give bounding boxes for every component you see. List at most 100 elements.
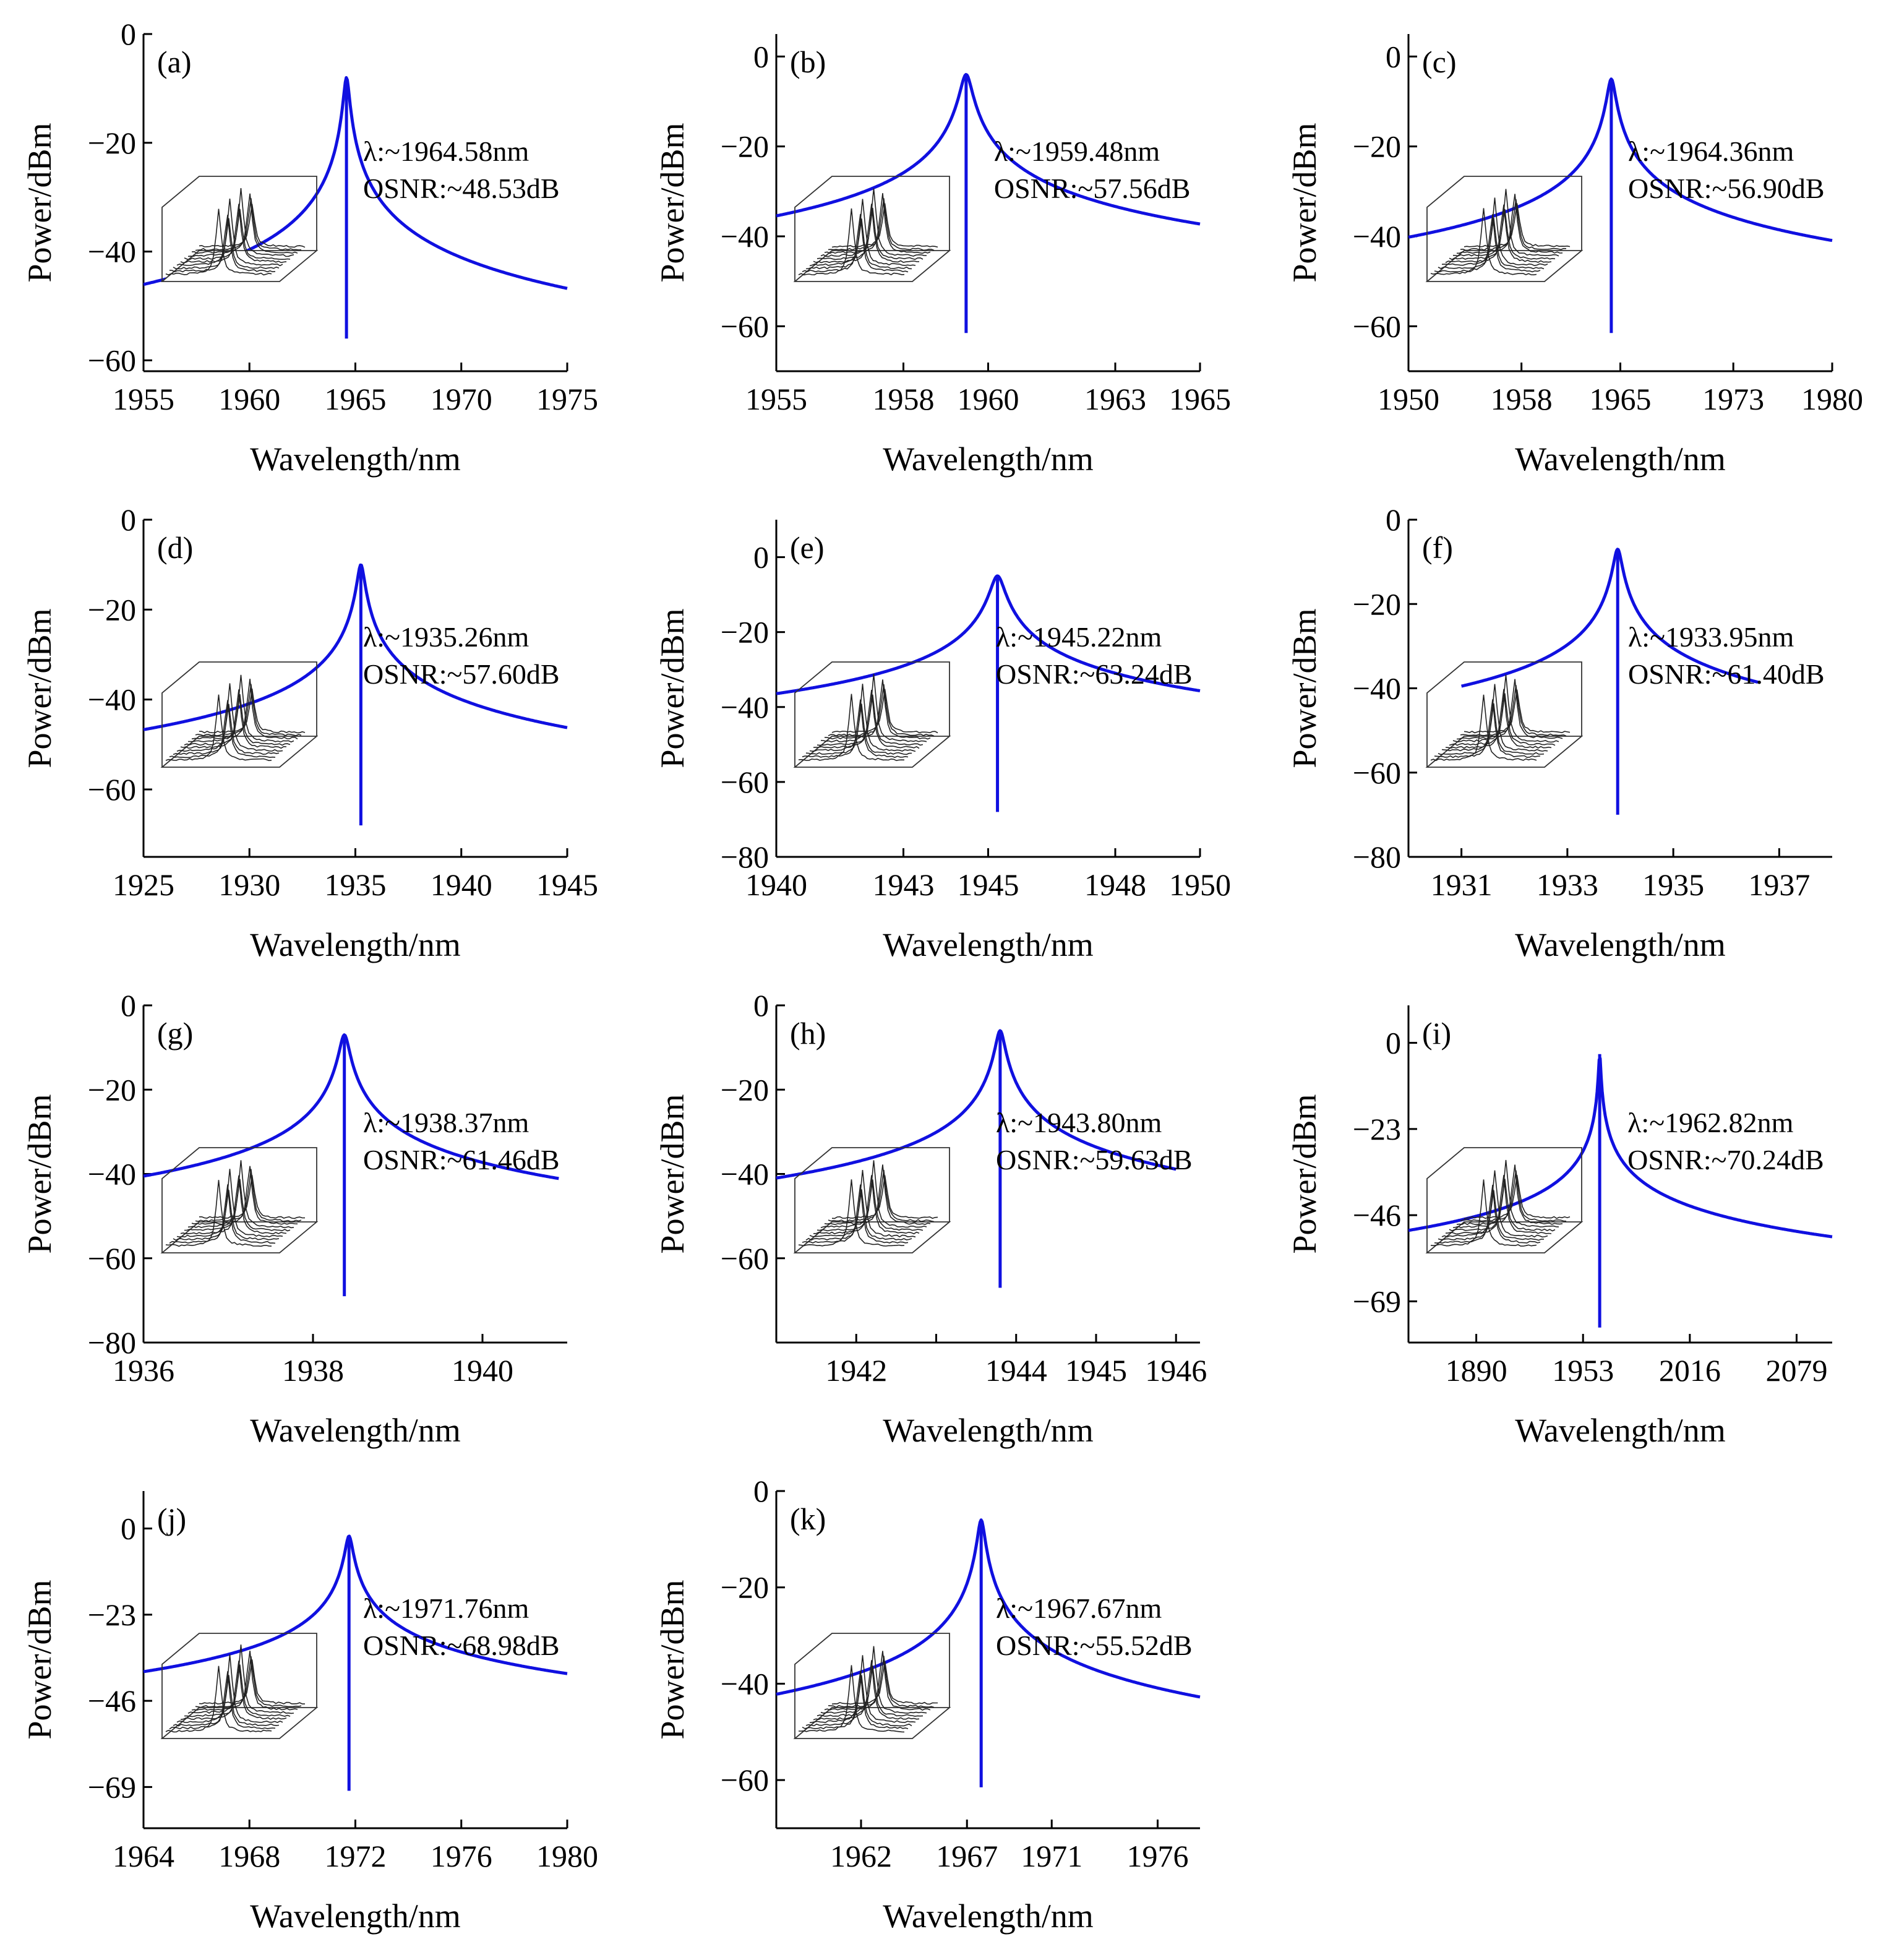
x-tick-label: 1942 [825,1353,887,1388]
panel-label: (k) [790,1502,826,1536]
inset-floor [1425,250,1584,282]
inset-trace [820,188,927,257]
spectrum-line [1460,548,1759,688]
y-axis-title: Power/dBm [21,1580,58,1739]
panel-a: 1955 1960 1965 1970 1975 0 −20 −40 −60 Wavelength… [21,17,598,478]
inset-trace [805,1189,912,1241]
x-tick-label: 1965 [325,382,387,416]
spectrum-line [1408,1057,1833,1239]
x-axis-title: Wavelength/nm [250,926,461,963]
x-tick-label: 1948 [1084,867,1146,902]
inset-trace [802,1671,909,1730]
x-tick-label: 1968 [218,1839,280,1873]
inset-trace [1452,1159,1559,1229]
x-axis-title: Wavelength/nm [1515,1412,1726,1449]
inset-floor [793,736,951,768]
inset-trace [180,1175,287,1235]
panel-g: 1936 1938 1940 0 −20 −40 −60 −80 Wavelength/nm Po… [21,988,567,1449]
inset-trace [191,679,298,740]
inset-trace [176,683,283,752]
inset-trace [173,218,280,270]
inset-trace [1464,203,1571,247]
x-tick-label: 1964 [113,1839,174,1873]
y-tick-label: −40 [88,234,136,269]
y-tick-label: 0 [1386,1026,1401,1060]
y-axis-title: Power/dBm [654,608,691,768]
annotation-osnr: OSNR:~61.40dB [1628,658,1825,690]
annotation-wavelength: λ:~1945.22nm [996,621,1162,653]
panel-label: (i) [1422,1016,1451,1051]
y-tick-label: −80 [88,1325,136,1360]
inset-trace [176,199,283,267]
x-tick-label: 1935 [325,867,387,902]
inset-trace [798,1179,905,1247]
inset-trace [187,188,294,257]
annotation-wavelength: λ:~1964.36nm [1628,135,1794,167]
spectrum-line [776,1518,1201,1699]
inset-trace [820,1646,927,1714]
y-tick-label: −40 [721,219,769,254]
inset-trace [165,694,272,762]
inset-walls [1426,1147,1582,1253]
inset-trace [184,1179,291,1232]
y-tick-label: −20 [721,129,769,164]
spectrum-line [143,563,568,731]
x-tick-label: 1950 [1169,867,1231,902]
x-axis-title: Wavelength/nm [883,1412,1094,1449]
inset-floor [160,1221,319,1253]
x-tick-label: 1955 [113,382,174,416]
inset-trace [824,193,931,254]
waterfall-inset [793,1633,951,1739]
y-tick-label: −23 [1353,1112,1401,1146]
inset-trace [813,689,920,749]
y-tick-label: 0 [121,502,136,537]
y-tick-label: −20 [1353,129,1401,164]
x-tick-label: 1958 [873,382,935,416]
y-tick-label: −60 [721,1763,769,1797]
inset-trace [802,699,909,759]
panel-label: (b) [790,45,826,79]
x-tick-label: 2016 [1659,1353,1721,1388]
inset-trace [817,1666,924,1717]
x-tick-label: 1972 [325,1839,387,1873]
inset-trace [1456,1164,1563,1226]
inset-trace [1449,208,1556,260]
y-tick-label: 0 [1386,502,1401,537]
y-tick-label: −20 [88,1072,136,1107]
x-axis-title: Wavelength/nm [250,1412,461,1449]
inset-trace [828,198,935,251]
x-tick-label: 1940 [452,1353,513,1388]
y-tick-label: −40 [88,682,136,717]
panel-label: (e) [790,530,825,565]
y-tick-label: 0 [753,540,769,575]
y-tick-label: −40 [721,1666,769,1701]
inset-trace [1434,699,1541,759]
y-tick-label: 0 [753,988,769,1023]
x-tick-label: 1940 [745,867,807,902]
annotation-wavelength: λ:~1967.67nm [996,1592,1162,1624]
inset-trace [802,1184,909,1244]
inset-trace [809,1170,916,1238]
inset-trace [169,1671,276,1730]
inset-trace [169,700,276,759]
inset-trace [1452,674,1559,743]
inset-trace [169,1184,276,1244]
inset-trace [1438,703,1545,755]
inset-trace [1441,684,1548,752]
y-tick-label: −40 [721,1157,769,1192]
panel-b: 1955 1958 1960 1963 1965 0 −20 −40 −60 Wavelength… [654,34,1231,478]
y-tick-label: −60 [88,1241,136,1276]
inset-walls [794,1633,950,1739]
x-tick-label: 1960 [958,382,1019,416]
inset-trace [1452,189,1559,257]
waterfall-inset [793,176,951,282]
y-tick-label: −40 [1353,671,1401,706]
x-tick-label: 1960 [218,382,280,416]
inset-trace [187,1160,294,1229]
panel-i: 1890 1953 2016 2079 0 −23 −46 −69 Wavelength/nm P… [1286,1005,1833,1449]
waterfall-inset [160,176,319,282]
annotation-osnr: OSNR:~57.60dB [363,658,560,690]
y-tick-label: 0 [121,17,136,51]
panel-label: (j) [157,1502,186,1536]
